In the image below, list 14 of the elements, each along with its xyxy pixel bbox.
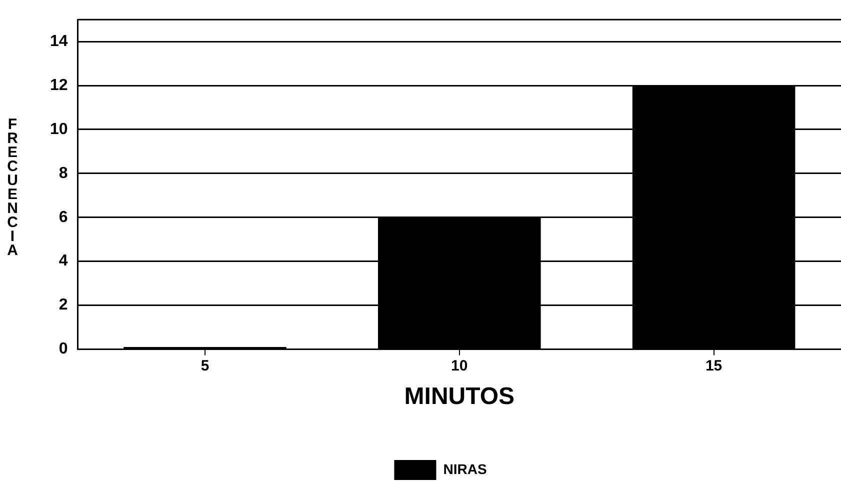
y-tick-label: 10 — [50, 120, 68, 138]
y-tick-label: 0 — [58, 340, 68, 358]
legend-label: NIRAS — [443, 460, 487, 477]
x-tick-label: 15 — [705, 357, 722, 374]
y-tick-label: 8 — [58, 164, 68, 182]
y-tick-label: 12 — [50, 76, 68, 94]
x-axis-title: MINUTOS — [404, 383, 515, 410]
y-tick-label: 6 — [58, 208, 68, 226]
x-tick-label: 10 — [451, 357, 468, 374]
y-axis-title: FRECUENCIA — [4, 116, 21, 256]
x-tick-label: 5 — [200, 357, 210, 374]
y-tick-label: 2 — [58, 296, 68, 314]
y-tick-label: 4 — [58, 252, 68, 270]
y-tick-label: 14 — [50, 32, 68, 50]
